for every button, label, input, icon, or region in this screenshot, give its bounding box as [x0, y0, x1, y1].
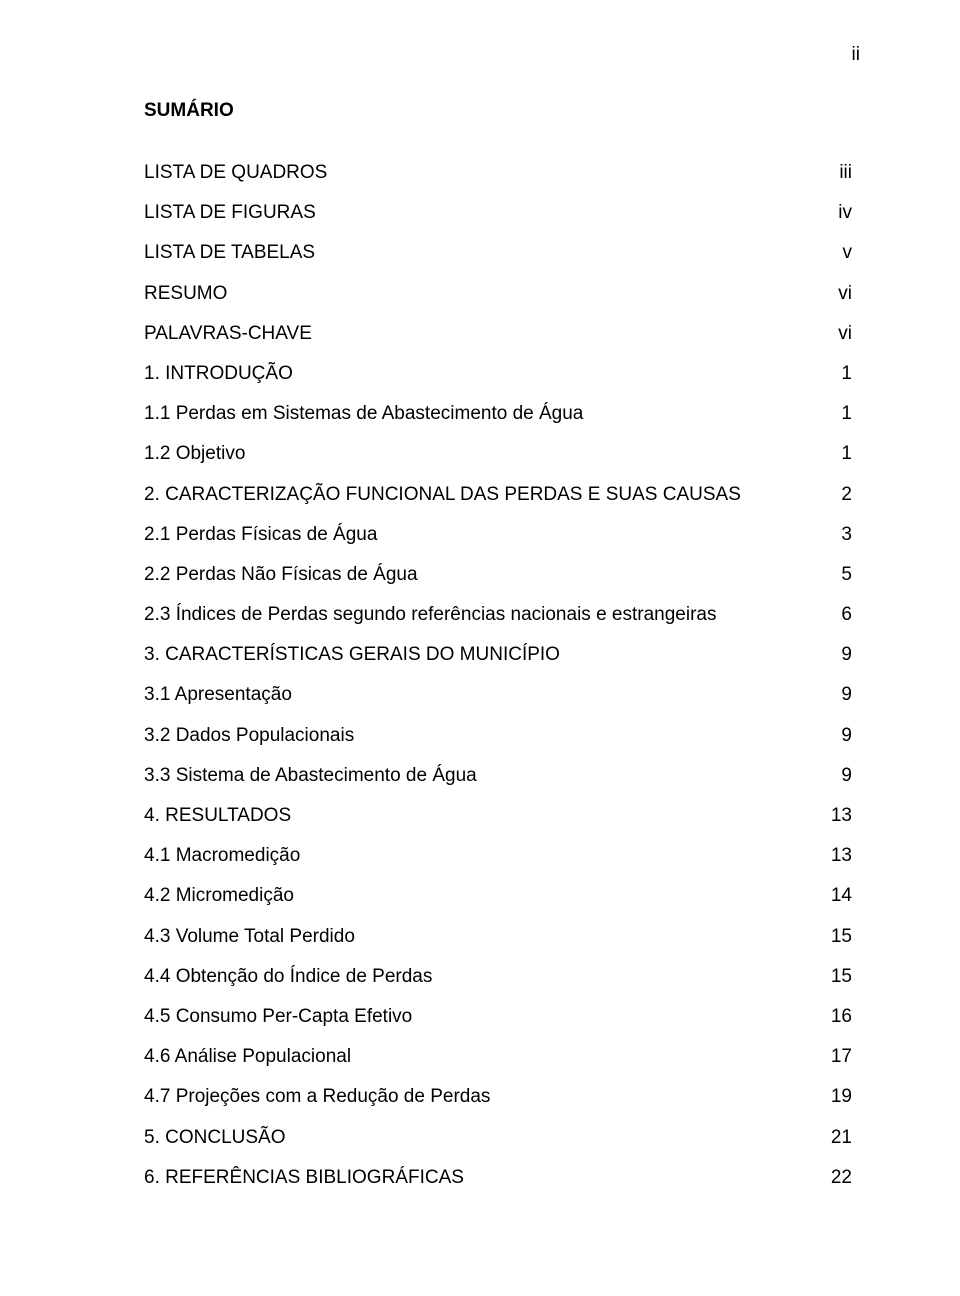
toc-label: 1.1 Perdas em Sistemas de Abastecimento …	[144, 403, 824, 425]
toc-page: 14	[824, 885, 852, 907]
toc-page: 13	[824, 845, 852, 867]
toc-row: 4.3 Volume Total Perdido 15	[144, 926, 852, 948]
toc-label: 3.2 Dados Populacionais	[144, 725, 824, 747]
toc-label: 1. INTRODUÇÃO	[144, 363, 824, 385]
toc-label: 3.3 Sistema de Abastecimento de Água	[144, 765, 824, 787]
toc-row: 3.3 Sistema de Abastecimento de Água 9	[144, 765, 852, 787]
toc-label: 2.2 Perdas Não Físicas de Água	[144, 564, 824, 586]
toc-label: 2.1 Perdas Físicas de Água	[144, 524, 824, 546]
toc-row: 1. INTRODUÇÃO 1	[144, 363, 852, 385]
toc-row: 2.2 Perdas Não Físicas de Água 5	[144, 564, 852, 586]
toc-row: 4.7 Projeções com a Redução de Perdas 19	[144, 1086, 852, 1108]
toc-row: 3. CARACTERÍSTICAS GERAIS DO MUNICÍPIO 9	[144, 644, 852, 666]
toc-page: v	[824, 242, 852, 264]
toc-page: 9	[824, 765, 852, 787]
toc-label: 1.2 Objetivo	[144, 443, 824, 465]
toc-row: 4.1 Macromedição 13	[144, 845, 852, 867]
toc-row: 4.2 Micromedição 14	[144, 885, 852, 907]
toc-page: 1	[824, 403, 852, 425]
toc-row: 1.1 Perdas em Sistemas de Abastecimento …	[144, 403, 852, 425]
page-number-top: ii	[852, 44, 860, 66]
toc-page: 19	[824, 1086, 852, 1108]
toc-page: vi	[824, 323, 852, 345]
toc-page: 15	[824, 966, 852, 988]
toc-label: 6. REFERÊNCIAS BIBLIOGRÁFICAS	[144, 1167, 824, 1189]
toc-row: 4.5 Consumo Per-Capta Efetivo 16	[144, 1006, 852, 1028]
toc-label: 4.2 Micromedição	[144, 885, 824, 907]
toc-label: 4.6 Análise Populacional	[144, 1046, 824, 1068]
toc-page: 13	[824, 805, 852, 827]
toc-label: 3. CARACTERÍSTICAS GERAIS DO MUNICÍPIO	[144, 644, 824, 666]
toc-row: PALAVRAS-CHAVE vi	[144, 323, 852, 345]
toc-page: 1	[824, 363, 852, 385]
toc-row: 2. CARACTERIZAÇÃO FUNCIONAL DAS PERDAS E…	[144, 484, 852, 506]
toc-row: RESUMO vi	[144, 283, 852, 305]
toc-row: 4.4 Obtenção do Índice de Perdas 15	[144, 966, 852, 988]
toc-label: LISTA DE QUADROS	[144, 162, 824, 184]
toc-row: 4.6 Análise Populacional 17	[144, 1046, 852, 1068]
toc-page: vi	[824, 283, 852, 305]
toc-label: PALAVRAS-CHAVE	[144, 323, 824, 345]
toc-label: 2. CARACTERIZAÇÃO FUNCIONAL DAS PERDAS E…	[144, 484, 824, 506]
toc-page: iv	[824, 202, 852, 224]
toc-page: 21	[824, 1127, 852, 1149]
toc-row: 2.1 Perdas Físicas de Água 3	[144, 524, 852, 546]
toc-page: 9	[824, 684, 852, 706]
toc-page: 2	[824, 484, 852, 506]
document-page: ii SUMÁRIO LISTA DE QUADROS iii LISTA DE…	[0, 0, 960, 1296]
toc-row: LISTA DE TABELAS v	[144, 242, 852, 264]
toc-label: 4.7 Projeções com a Redução de Perdas	[144, 1086, 824, 1108]
toc-page: 22	[824, 1167, 852, 1189]
toc-row: 4. RESULTADOS 13	[144, 805, 852, 827]
toc-page: iii	[824, 162, 852, 184]
toc-page: 5	[824, 564, 852, 586]
toc-row: 3.2 Dados Populacionais 9	[144, 725, 852, 747]
toc-row: 2.3 Índices de Perdas segundo referência…	[144, 604, 852, 626]
toc-row: 1.2 Objetivo 1	[144, 443, 852, 465]
table-of-contents: LISTA DE QUADROS iii LISTA DE FIGURAS iv…	[144, 162, 852, 1189]
toc-page: 9	[824, 725, 852, 747]
toc-label: 4.5 Consumo Per-Capta Efetivo	[144, 1006, 824, 1028]
toc-page: 6	[824, 604, 852, 626]
toc-row: 3.1 Apresentação 9	[144, 684, 852, 706]
toc-label: 4.3 Volume Total Perdido	[144, 926, 824, 948]
toc-label: 3.1 Apresentação	[144, 684, 824, 706]
toc-row: LISTA DE FIGURAS iv	[144, 202, 852, 224]
toc-page: 16	[824, 1006, 852, 1028]
toc-page: 15	[824, 926, 852, 948]
toc-label: LISTA DE FIGURAS	[144, 202, 824, 224]
sumario-title: SUMÁRIO	[144, 100, 852, 122]
toc-row: LISTA DE QUADROS iii	[144, 162, 852, 184]
toc-page: 17	[824, 1046, 852, 1068]
toc-page: 1	[824, 443, 852, 465]
toc-page: 3	[824, 524, 852, 546]
toc-label: RESUMO	[144, 283, 824, 305]
toc-row: 5. CONCLUSÃO 21	[144, 1127, 852, 1149]
toc-label: 4.1 Macromedição	[144, 845, 824, 867]
toc-page: 9	[824, 644, 852, 666]
toc-label: 4.4 Obtenção do Índice de Perdas	[144, 966, 824, 988]
toc-row: 6. REFERÊNCIAS BIBLIOGRÁFICAS 22	[144, 1167, 852, 1189]
toc-label: LISTA DE TABELAS	[144, 242, 824, 264]
toc-label: 4. RESULTADOS	[144, 805, 824, 827]
toc-label: 5. CONCLUSÃO	[144, 1127, 824, 1149]
toc-label: 2.3 Índices de Perdas segundo referência…	[144, 604, 824, 626]
